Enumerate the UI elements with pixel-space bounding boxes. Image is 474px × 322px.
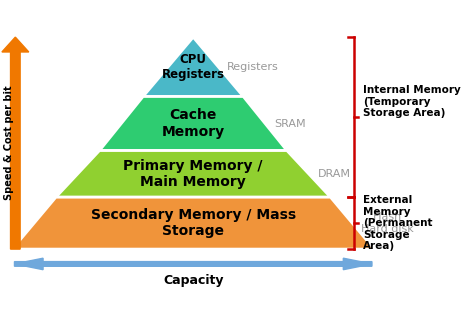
Text: SRAM: SRAM [274,118,305,128]
Polygon shape [100,97,287,151]
Text: Primary Memory /
Main Memory: Primary Memory / Main Memory [123,159,263,189]
Polygon shape [56,151,330,197]
Text: Internal Memory
(Temporary
Storage Area): Internal Memory (Temporary Storage Area) [363,85,461,118]
Text: Secondary Memory / Mass
Storage: Secondary Memory / Mass Storage [91,208,296,238]
Text: Cache
Memory: Cache Memory [162,109,225,138]
Text: External
Memory
(Permanent
Storage
Area): External Memory (Permanent Storage Area) [363,195,433,251]
FancyArrow shape [2,37,29,249]
Polygon shape [12,197,374,249]
Text: DRAM: DRAM [318,169,350,179]
FancyArrow shape [15,258,372,270]
Text: Registers: Registers [227,62,279,72]
Text: Capacity: Capacity [163,273,223,287]
Text: CPU
Registers: CPU Registers [162,53,225,81]
Text: Flash
Hard disk: Flash Hard disk [361,212,414,234]
FancyArrow shape [15,258,372,270]
Text: Speed & Cost per bit: Speed & Cost per bit [4,86,14,200]
Polygon shape [143,37,243,97]
